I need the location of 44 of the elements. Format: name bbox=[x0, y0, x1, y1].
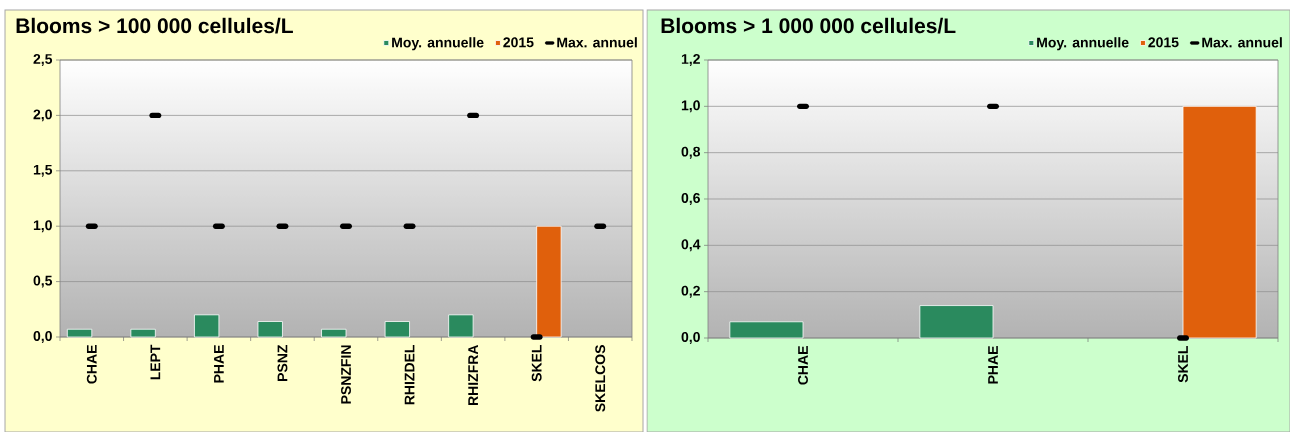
x-tick-label: SKEL bbox=[1178, 345, 1188, 383]
chart-title: Blooms > 100 000 cellules/L bbox=[16, 17, 293, 34]
x-tick-label: PSNZ bbox=[277, 344, 288, 381]
bar bbox=[448, 314, 474, 338]
y-tick-label: 0,8 bbox=[681, 146, 701, 159]
legend-label: Moy. annuelle bbox=[392, 37, 484, 51]
bar bbox=[729, 321, 804, 339]
bar bbox=[257, 321, 283, 338]
x-tick-label: PSNZFIN bbox=[341, 345, 351, 404]
bar bbox=[384, 321, 410, 338]
y-tick-label: 1,2 bbox=[681, 54, 700, 66]
y-tick-label: 0,5 bbox=[33, 275, 53, 288]
y-tick-label: 0,6 bbox=[681, 193, 700, 205]
legend-label: Max. annuel bbox=[557, 37, 637, 48]
bar bbox=[919, 305, 994, 339]
bar bbox=[321, 328, 347, 338]
y-tick-label: 1,0 bbox=[681, 100, 700, 113]
y-tick-label: 0,4 bbox=[681, 239, 701, 252]
x-tick-label: CHAE bbox=[86, 345, 97, 384]
x-tick-label: SKEL bbox=[531, 344, 542, 382]
y-tick-label: 1,0 bbox=[33, 220, 52, 233]
x-tick-label: PHAE bbox=[988, 346, 998, 384]
legend-label: 2015 bbox=[503, 37, 534, 48]
legend-label: Max. annuel bbox=[1202, 37, 1282, 48]
y-tick-label: 0,0 bbox=[681, 332, 700, 344]
x-tick-label: PHAE bbox=[214, 345, 224, 383]
legend-label: 2015 bbox=[1148, 37, 1179, 48]
bar bbox=[536, 225, 562, 338]
y-tick-label: 1,5 bbox=[33, 164, 53, 177]
y-tick-label: 0,0 bbox=[33, 331, 52, 343]
legend-label: Moy. annuelle bbox=[1037, 37, 1129, 51]
bar bbox=[194, 314, 220, 338]
x-tick-label: RHIZDEL bbox=[404, 344, 415, 405]
x-tick-label: RHIZFRA bbox=[468, 344, 478, 406]
x-tick-label: CHAE bbox=[798, 346, 808, 385]
y-tick-label: 2,0 bbox=[33, 109, 52, 122]
x-tick-label: LEPT bbox=[150, 344, 161, 380]
bar bbox=[1182, 105, 1257, 339]
y-tick-label: 2,5 bbox=[33, 54, 53, 66]
y-tick-label: 0,2 bbox=[681, 285, 700, 298]
bar bbox=[130, 328, 156, 338]
chart-title: Blooms > 1 000 000 cellules/L bbox=[661, 17, 956, 34]
bar bbox=[66, 328, 93, 338]
x-tick-label: SKELCOS bbox=[595, 345, 606, 412]
